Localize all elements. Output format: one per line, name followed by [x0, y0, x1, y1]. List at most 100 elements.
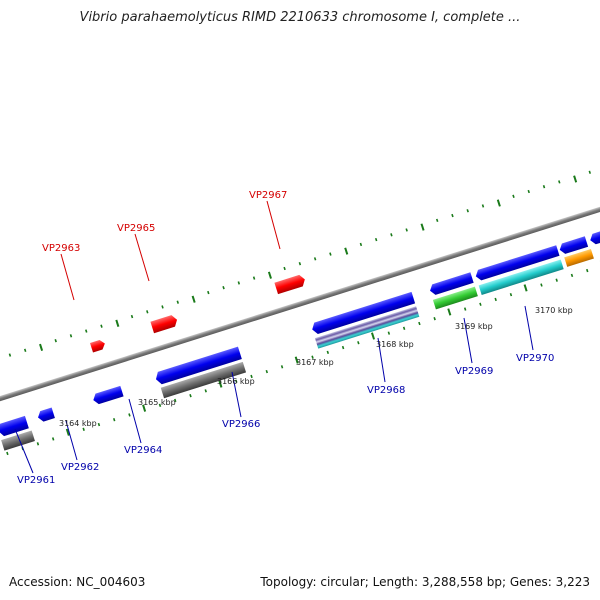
gene-feature-edge[interactable] [589, 224, 600, 246]
feature-green-vp2969 [432, 286, 478, 310]
scale-tick [451, 213, 454, 218]
feature-grey-vp2961 [1, 430, 35, 451]
gene-feature-vp2964[interactable] [92, 385, 124, 406]
scale-tick [176, 300, 180, 304]
scale-tick [283, 266, 286, 271]
gene-label-vp2965[interactable]: VP2965 [117, 223, 155, 234]
scale-tick [54, 338, 57, 343]
gene-label-vp2964[interactable]: VP2964 [124, 445, 162, 456]
scale-tick [523, 284, 528, 292]
scale-tick [235, 379, 238, 383]
scale-tick [313, 257, 317, 261]
gene-feature-vp2961[interactable] [0, 415, 29, 437]
scale-tick [420, 223, 425, 231]
scale-tick [6, 451, 9, 456]
scale-tick [405, 228, 408, 232]
gene-feature-vp2966[interactable] [154, 346, 242, 386]
scale-tick [128, 413, 131, 417]
gene-feature-vp2962[interactable] [36, 407, 55, 422]
leader-vp2970 [524, 305, 534, 351]
gene-label-vp2966[interactable]: VP2966 [222, 419, 260, 430]
scale-tick [588, 170, 592, 174]
scale-tick [570, 273, 574, 278]
scale-tick [390, 233, 393, 237]
gene-label-vp2970[interactable]: VP2970 [516, 353, 554, 364]
tick-row-bottom [6, 260, 600, 456]
scale-tick [298, 262, 302, 266]
scale-tick [204, 389, 207, 393]
gene-labels-top: VP2963 VP2965 VP2967 [42, 190, 287, 254]
scale-tick [466, 209, 469, 213]
scale-tick [207, 290, 210, 295]
scale-tick [8, 353, 12, 357]
sequence-track [0, 170, 600, 456]
gene-label-vp2962[interactable]: VP2962 [61, 462, 99, 473]
leader-vp2964 [128, 398, 142, 444]
scale-tick [494, 297, 497, 302]
scale-tick [586, 268, 589, 273]
scale-tick [402, 326, 406, 330]
genome-summary-text: Topology: circular; Length: 3,288,558 bp… [260, 575, 590, 589]
gene-feature-vp2968[interactable] [310, 291, 416, 335]
scale-tick [65, 428, 70, 436]
gene-feature-vp2963[interactable] [89, 339, 106, 353]
scale-tick [100, 324, 103, 328]
gene-feature-next[interactable] [558, 236, 589, 255]
scale-tick [36, 442, 40, 446]
scale-tick [433, 317, 436, 321]
gene-labels-bottom: VP2961 VP2962 VP2964 VP2966 VP2968 VP296… [17, 353, 554, 486]
gene-label-vp2967[interactable]: VP2967 [249, 190, 287, 201]
gene-feature-vp2967[interactable] [274, 274, 306, 295]
scale-tick [39, 343, 44, 352]
tick-label-3164: 3164 kbp [59, 419, 97, 428]
scale-tick [146, 310, 149, 314]
gene-label-vp2968[interactable]: VP2968 [367, 385, 405, 396]
scale-tick [280, 365, 284, 369]
scale-tick [447, 308, 452, 316]
leader-vp2968 [377, 337, 386, 383]
gene-label-vp2963[interactable]: VP2963 [42, 243, 80, 254]
tick-label-3167: 3167 kbp [296, 358, 334, 367]
gene-label-vp2961[interactable]: VP2961 [17, 475, 55, 486]
gene-feature-vp2970[interactable] [474, 245, 560, 281]
gene-label-vp2969[interactable]: VP2969 [455, 366, 493, 377]
scale-tick [329, 252, 332, 256]
tick-labels: 3164 kbp 3165 kbp 3166 kbp 3167 kbp 3168… [59, 306, 573, 428]
scale-tick [512, 194, 515, 198]
scale-tick [191, 295, 196, 303]
scale-tick [344, 247, 349, 255]
scale-tick [341, 345, 345, 350]
scale-tick [69, 334, 73, 338]
scale-tick [112, 418, 116, 422]
scale-tick [23, 348, 27, 352]
tick-label-3168: 3168 kbp [376, 340, 414, 349]
gene-feature-vp2965[interactable] [150, 314, 178, 334]
leader-vp2967 [266, 200, 281, 250]
tick-row-top [8, 170, 592, 357]
scale-tick [359, 242, 363, 247]
scale-tick [527, 189, 530, 194]
feature-striped-vp2968 [314, 306, 420, 349]
scale-tick [161, 305, 164, 309]
label-leaders [14, 200, 534, 474]
scale-tick [142, 404, 147, 412]
scale-tick [463, 307, 467, 311]
gene-feature-vp2969[interactable] [428, 272, 474, 296]
page-title: Vibrio parahaemolyticus RIMD 2210633 chr… [79, 10, 521, 25]
scale-tick [311, 355, 314, 359]
tick-label-3170: 3170 kbp [535, 306, 573, 315]
scale-tick [130, 314, 134, 319]
scale-tick [252, 276, 256, 280]
scale-tick [573, 175, 578, 183]
scale-tick [371, 332, 376, 340]
scale-tick [374, 237, 378, 242]
tick-label-3169: 3169 kbp [455, 322, 493, 331]
scale-tick [189, 393, 192, 398]
scale-tick [558, 180, 561, 184]
scale-tick [218, 380, 223, 388]
leader-vp2963 [60, 253, 75, 301]
scale-tick [237, 281, 241, 285]
scale-tick [542, 185, 546, 189]
scale-tick [250, 374, 253, 379]
